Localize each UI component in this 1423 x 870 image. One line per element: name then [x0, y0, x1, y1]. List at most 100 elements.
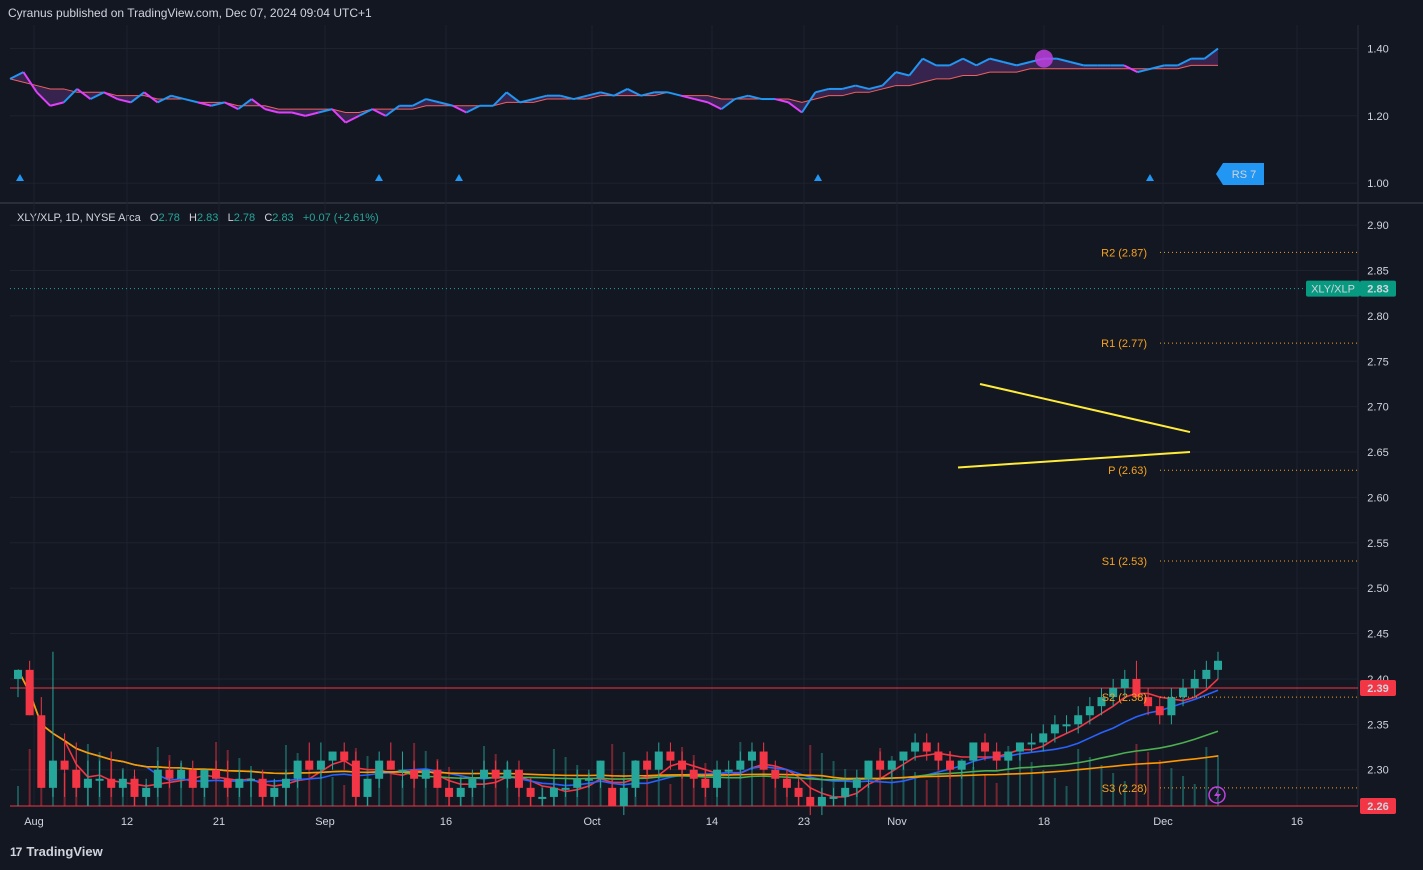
candle-body: [386, 760, 395, 770]
level-badge-label: 2.26: [1367, 801, 1388, 813]
x-tick-label: Nov: [887, 816, 907, 828]
y-tick-label: 2.60: [1367, 492, 1388, 504]
candle-body: [72, 769, 81, 788]
candle-body: [351, 760, 360, 797]
candle-body: [83, 778, 92, 788]
rs-up-arrow-icon: [16, 174, 24, 181]
rs-line-segment: [103, 91, 118, 100]
candle-body: [37, 715, 46, 788]
rs-line-segment: [989, 57, 1004, 63]
x-tick-label: 14: [706, 816, 718, 828]
rs-line-segment: [170, 94, 185, 101]
rs-line-segment: [680, 94, 695, 101]
level-badge-label: 2.39: [1367, 683, 1388, 695]
candle-body: [1085, 706, 1094, 716]
rs-line-segment: [1137, 67, 1152, 74]
rs-line-segment: [1203, 47, 1219, 60]
tradingview-logo[interactable]: 17 TradingView: [10, 844, 103, 859]
candle-body: [468, 778, 477, 788]
candle-body: [631, 760, 640, 788]
rs-line-segment: [371, 108, 387, 117]
candle-body: [375, 760, 384, 779]
rs-line-segment: [305, 111, 319, 117]
symbol-badge-bg: [1306, 280, 1360, 297]
candle-body: [258, 778, 267, 797]
rs-up-arrow-icon: [814, 174, 822, 181]
legend-low: 2.78: [233, 212, 256, 224]
rs-line-segment: [1056, 57, 1071, 63]
rs-line-segment: [707, 101, 722, 111]
rs-line-segment: [801, 91, 817, 114]
moving-average-line: [17, 669, 1219, 798]
rs-line-segment: [1070, 61, 1085, 67]
rs-line-segment: [519, 98, 534, 104]
candle-body: [643, 760, 652, 770]
candle-body: [922, 742, 931, 752]
rs-line-segment: [815, 87, 829, 94]
candle-body: [1027, 742, 1036, 745]
candle-body: [911, 742, 920, 752]
rs-line-segment: [264, 108, 279, 114]
rs-line-segment: [720, 98, 736, 110]
candle-body: [142, 787, 151, 797]
candle-body: [549, 787, 558, 797]
rs-line-segment: [90, 91, 105, 100]
candle-body: [293, 760, 302, 779]
candle-body: [1004, 751, 1013, 761]
candle-body: [340, 751, 349, 761]
candle-body: [876, 760, 885, 770]
y-tick-label: 2.55: [1367, 538, 1388, 550]
candle-body: [852, 778, 861, 788]
legend-change: +0.07 (+2.61%): [302, 212, 379, 224]
candle-body: [957, 760, 966, 770]
candle-body: [491, 769, 500, 779]
x-tick-label: Sep: [315, 816, 335, 828]
candle-body: [736, 760, 745, 770]
rs-line-segment: [922, 57, 937, 67]
candle-body: [165, 769, 174, 779]
rs-up-arrow-icon: [375, 174, 383, 181]
y-tick-label: 2.50: [1367, 583, 1388, 595]
rs-line-segment: [908, 58, 924, 77]
candle-body: [14, 669, 22, 679]
pivot-label: R2 (2.87): [1101, 247, 1147, 259]
y-tick-label: 2.70: [1367, 402, 1388, 414]
candle-body: [421, 769, 430, 779]
rs-line-segment: [1177, 57, 1192, 67]
candle-body: [212, 769, 221, 779]
rs-line-segment: [36, 91, 51, 107]
rs-line-segment: [412, 98, 427, 107]
rs-line-segment: [358, 108, 373, 117]
candle-body: [1050, 724, 1059, 734]
candle-body: [619, 787, 628, 806]
rs-up-arrow-icon: [1146, 174, 1154, 181]
rs-line-segment: [774, 98, 789, 104]
candle-body: [153, 769, 162, 788]
candle-body: [107, 778, 116, 788]
candle-body: [503, 769, 512, 779]
rs-line-segment: [787, 101, 803, 114]
candle-body: [247, 778, 256, 781]
candle-body: [771, 769, 780, 779]
rs-line-segment: [734, 94, 749, 101]
rs-line-segment: [694, 98, 709, 104]
rs-line-segment: [143, 91, 159, 104]
rs-line-segment: [1150, 64, 1165, 70]
candle-body: [188, 769, 197, 788]
legend-close: 2.83: [272, 212, 294, 224]
candle-body: [1039, 733, 1048, 743]
legend-open: 2.78: [158, 212, 180, 224]
rs-line-segment: [560, 94, 574, 101]
rs-line-segment: [425, 98, 440, 104]
rs-line-segment: [895, 71, 910, 77]
candle-body: [1144, 697, 1153, 707]
candle-body: [887, 760, 896, 770]
candle-body: [934, 751, 943, 761]
candle-body: [410, 769, 419, 779]
x-tick-label: Oct: [583, 816, 600, 828]
candle-body: [782, 778, 791, 788]
candle-body: [456, 787, 465, 797]
candle-body: [980, 742, 989, 752]
candle-body: [759, 751, 768, 770]
